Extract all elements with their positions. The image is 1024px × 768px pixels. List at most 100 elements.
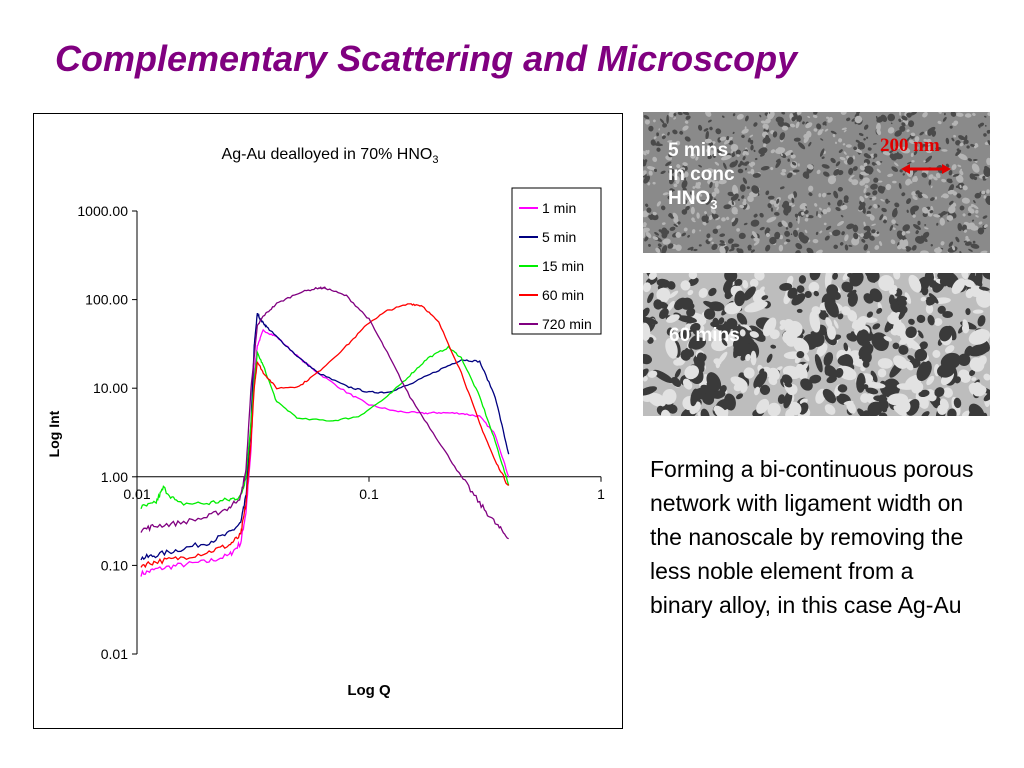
sem-pore (863, 225, 871, 231)
sem-pore (731, 239, 734, 242)
sem-pore (942, 311, 953, 318)
sem-pore (972, 112, 976, 116)
sem-pore (863, 138, 866, 141)
sem-pore (760, 165, 770, 171)
sem-pore (797, 215, 800, 225)
sem-pore (899, 112, 902, 116)
sem-pore (734, 278, 743, 287)
sem-pore (935, 146, 942, 151)
sem-pore (906, 179, 913, 184)
sem-pore (881, 207, 887, 213)
sem-pore (966, 145, 970, 149)
sem-pore (690, 322, 701, 333)
sem-pore (796, 115, 803, 123)
sem-pore (893, 321, 906, 336)
sem-pore (829, 231, 833, 236)
sem-pore (826, 207, 831, 213)
sem-pore (843, 129, 847, 133)
sem-pore (870, 183, 878, 190)
sem-pore (832, 291, 841, 300)
sem-pore (706, 197, 711, 202)
sem-pore (914, 177, 918, 182)
sem-pore (742, 150, 746, 156)
sem-pore (978, 286, 990, 291)
sem-pore (868, 205, 872, 210)
sem-pore (696, 352, 706, 361)
sem-pore (871, 161, 876, 166)
sem-pore (723, 136, 733, 145)
sem-pore (781, 168, 787, 173)
sem-pore (965, 235, 969, 241)
sem-pore (762, 123, 769, 130)
sem-pore (770, 207, 774, 212)
sem-pore (820, 211, 824, 215)
sem-pore (779, 132, 786, 141)
sem-pore (841, 231, 845, 236)
sem-pore (901, 192, 906, 197)
sem-pore (759, 226, 765, 231)
sem-pore (858, 132, 864, 137)
sem-pore (863, 187, 867, 194)
sem-pore (984, 124, 987, 127)
sem-pore (711, 241, 714, 245)
sem-pore (687, 289, 694, 296)
sem-pore (835, 161, 841, 167)
sem-pore (645, 231, 652, 239)
sem-pore (973, 385, 987, 397)
sem-pore (883, 219, 887, 224)
sem-pore (928, 179, 932, 186)
sem-pore (817, 213, 822, 218)
sem-pore (857, 141, 866, 150)
sem-pore (682, 125, 689, 131)
sem-pore (698, 244, 702, 247)
sem-pore (674, 368, 681, 379)
sem-pore (767, 195, 775, 200)
sem-pore (951, 245, 956, 251)
series-line-15-min (140, 345, 510, 510)
sem-pore (654, 232, 660, 236)
sem-pore (709, 126, 713, 131)
sem-pore (905, 136, 911, 143)
sem-pore (826, 325, 837, 340)
sem-pore (723, 204, 732, 210)
sem-pore (713, 405, 729, 416)
sem-pore (837, 313, 844, 320)
sem-pore (809, 273, 821, 281)
sem-pore (703, 128, 709, 132)
sem-pore (710, 208, 716, 214)
sem-pore (668, 213, 673, 218)
sem-pore (754, 386, 760, 396)
sem-pore (896, 398, 911, 414)
sem-pore (832, 273, 838, 280)
sem-pore (872, 142, 877, 145)
sem-pore (643, 115, 650, 120)
sem-pore (687, 234, 690, 238)
sem-pore (934, 196, 938, 200)
sem-pore (905, 246, 912, 251)
sem-pore (681, 180, 688, 189)
sem-pore (984, 165, 990, 174)
sem-pore (879, 241, 883, 246)
sem-pore (643, 368, 649, 379)
sem-pore (983, 224, 988, 228)
sem-pore (753, 241, 760, 246)
sem-pore (905, 326, 917, 339)
sem-pore (846, 273, 857, 279)
sem-pore (759, 114, 762, 118)
sem-pore (849, 174, 855, 179)
sem-pore (964, 241, 972, 246)
scale-bar-arrow-icon (901, 164, 951, 174)
sem-pore (947, 246, 958, 253)
sem-pore (643, 282, 651, 293)
sem-pore (690, 206, 695, 215)
sem-pore (927, 128, 933, 136)
sem-pore (883, 335, 892, 342)
sem-pore (869, 235, 875, 241)
sem-pore (742, 155, 746, 161)
sem-pore (742, 201, 747, 206)
sem-pore (891, 208, 898, 218)
sem-pore (787, 158, 791, 162)
sem-pore (975, 209, 979, 214)
sem-pore (743, 367, 755, 379)
sem-pore (835, 207, 841, 212)
